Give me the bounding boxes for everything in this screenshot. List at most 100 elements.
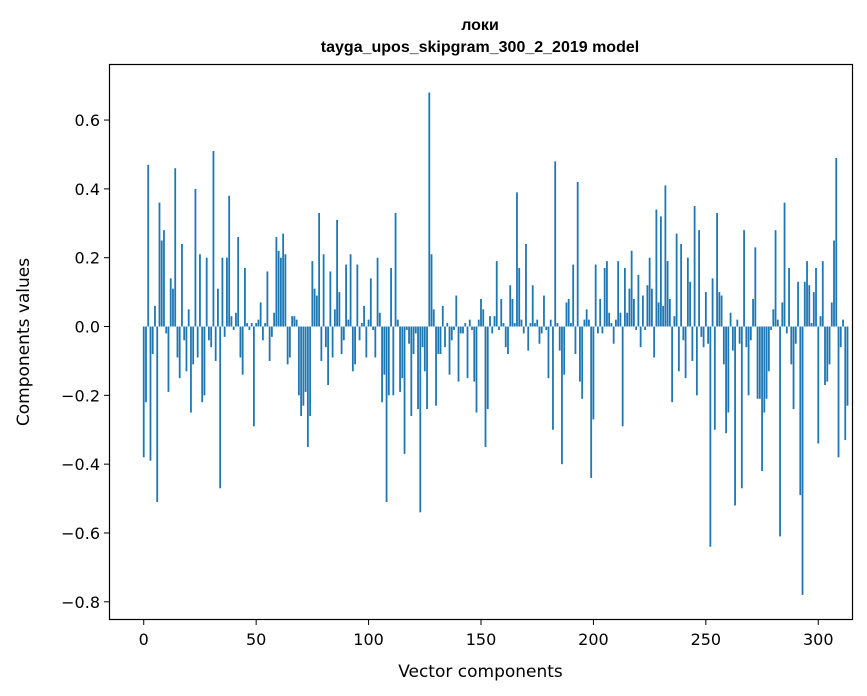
bar-2 — [147, 164, 150, 327]
bar-244 — [691, 326, 694, 361]
bar-251 — [707, 326, 709, 344]
bar-200 — [592, 326, 595, 420]
bar-10 — [165, 326, 168, 334]
bar-102 — [372, 326, 374, 330]
bar-144 — [466, 326, 469, 379]
bar-88 — [340, 326, 343, 355]
bar-73 — [306, 326, 309, 447]
bar-128 — [430, 254, 433, 327]
bar-279 — [770, 326, 772, 330]
bar-276 — [763, 326, 766, 413]
bar-93 — [351, 326, 354, 372]
bar-281 — [774, 230, 777, 327]
bar-90 — [345, 264, 347, 327]
bar-45 — [244, 268, 246, 327]
bar-206 — [606, 261, 608, 327]
bar-234 — [668, 298, 671, 327]
bar-20 — [187, 309, 190, 327]
bar-76 — [313, 288, 316, 327]
bar-155 — [491, 326, 494, 334]
bar-288 — [790, 326, 793, 365]
bar-81 — [324, 326, 327, 348]
bar-75 — [311, 261, 314, 327]
bar-33 — [217, 288, 219, 327]
bar-304 — [826, 326, 829, 382]
bar-69 — [297, 326, 300, 396]
bar-255 — [716, 212, 718, 327]
bar-95 — [356, 264, 359, 327]
bar-96 — [358, 326, 361, 341]
bar-82 — [327, 326, 329, 386]
bar-86 — [336, 219, 338, 327]
plot-frame — [108, 63, 854, 621]
bar-129 — [432, 309, 435, 327]
bar-56 — [268, 326, 271, 361]
bar-133 — [441, 305, 444, 327]
bar-131 — [437, 326, 440, 355]
bar-123 — [419, 326, 422, 513]
bar-280 — [772, 309, 775, 327]
bar-44 — [241, 326, 244, 375]
bar-172 — [529, 323, 532, 327]
bar-166 — [516, 192, 518, 327]
bar-214 — [624, 268, 626, 327]
bar-193 — [576, 181, 579, 327]
bar-212 — [619, 312, 622, 327]
bar-141 — [459, 326, 462, 334]
bar-99 — [365, 326, 368, 358]
bar-239 — [680, 243, 683, 327]
x-tick-label: 250 — [691, 630, 722, 649]
bar-178 — [543, 295, 545, 327]
bar-277 — [765, 326, 768, 399]
bar-6 — [156, 326, 159, 503]
x-tick-label: 200 — [578, 630, 609, 649]
bar-145 — [468, 319, 471, 327]
bar-169 — [522, 326, 525, 334]
bar-37 — [226, 257, 228, 327]
bar-65 — [288, 326, 291, 358]
bar-154 — [489, 316, 491, 327]
bar-29 — [208, 326, 210, 341]
x-tick-label: 150 — [466, 630, 497, 649]
bar-108 — [385, 326, 388, 503]
bar-292 — [799, 326, 802, 496]
bar-161 — [504, 326, 507, 348]
bar-40 — [232, 326, 235, 330]
bar-225 — [648, 257, 651, 327]
bar-61 — [279, 257, 282, 327]
bar-16 — [178, 326, 181, 379]
bar-295 — [806, 261, 808, 327]
x-axis-label: Vector components — [398, 662, 563, 682]
bar-101 — [369, 278, 372, 327]
bar-120 — [412, 326, 415, 355]
bar-35 — [221, 257, 224, 327]
bar-115 — [401, 326, 404, 379]
bar-34 — [219, 326, 222, 489]
bar-164 — [511, 298, 514, 327]
bar-173 — [531, 285, 534, 327]
bar-272 — [754, 247, 757, 327]
y-tick-label: −0.8 — [61, 593, 100, 612]
bar-241 — [684, 326, 687, 379]
bar-139 — [455, 295, 458, 327]
bar-301 — [819, 316, 822, 327]
bar-297 — [810, 323, 813, 327]
bar-306 — [830, 302, 833, 327]
bar-105 — [378, 312, 381, 327]
x-tick-label: 0 — [139, 630, 149, 649]
bar-302 — [821, 261, 824, 327]
bar-285 — [783, 202, 786, 327]
bar-156 — [493, 316, 496, 327]
bar-55 — [266, 271, 269, 327]
bar-39 — [230, 316, 233, 327]
bar-147 — [473, 326, 476, 382]
bar-243 — [689, 281, 692, 327]
bar-38 — [228, 195, 231, 327]
bar-283 — [779, 326, 781, 537]
bar-15 — [176, 326, 179, 358]
bar-18 — [183, 326, 186, 341]
bar-41 — [235, 312, 237, 327]
y-tick-label: −0.2 — [61, 386, 100, 405]
bar-256 — [718, 292, 721, 327]
bar-309 — [837, 326, 840, 458]
